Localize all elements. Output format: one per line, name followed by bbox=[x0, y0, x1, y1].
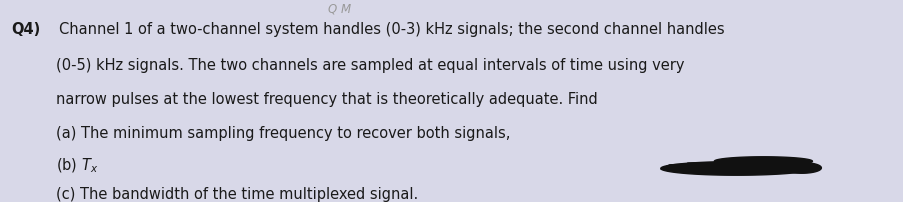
Polygon shape bbox=[660, 162, 812, 175]
Text: (b) $T_x$: (b) $T_x$ bbox=[56, 157, 98, 175]
Text: Q4): Q4) bbox=[12, 22, 41, 37]
Text: (a) The minimum sampling frequency to recover both signals,: (a) The minimum sampling frequency to re… bbox=[56, 126, 510, 141]
Polygon shape bbox=[687, 162, 736, 167]
Text: (0-5) kHz signals. The two channels are sampled at equal intervals of time using: (0-5) kHz signals. The two channels are … bbox=[56, 58, 684, 73]
Text: Q M: Q M bbox=[328, 2, 351, 16]
Text: (c) The bandwidth of the time multiplexed signal.: (c) The bandwidth of the time multiplexe… bbox=[56, 187, 418, 202]
Text: Channel 1 of a two-channel system handles (0-3) kHz signals; the second channel : Channel 1 of a two-channel system handle… bbox=[59, 22, 723, 37]
Text: narrow pulses at the lowest frequency that is theoretically adequate. Find: narrow pulses at the lowest frequency th… bbox=[56, 92, 597, 107]
Polygon shape bbox=[660, 164, 695, 170]
Polygon shape bbox=[781, 162, 821, 173]
Polygon shape bbox=[713, 157, 812, 166]
